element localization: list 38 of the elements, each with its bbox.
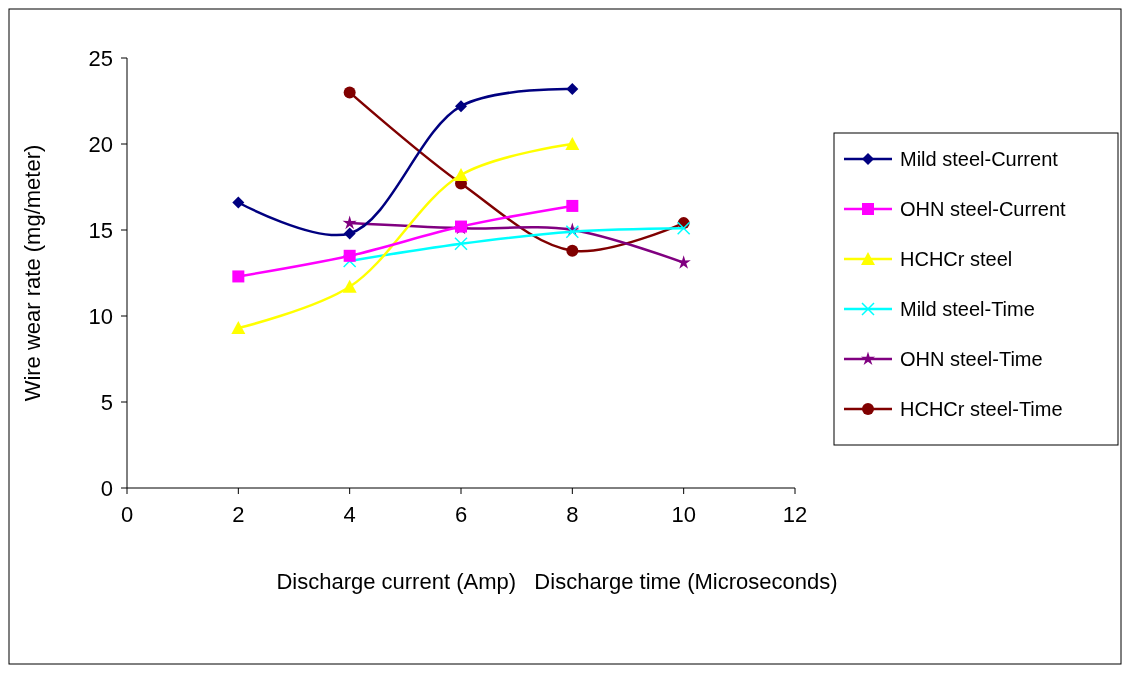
point — [231, 321, 246, 335]
point — [566, 244, 579, 257]
legend-label: Mild steel-Time — [900, 298, 1035, 320]
point — [566, 199, 579, 212]
y-tick-label: 20 — [88, 132, 113, 157]
point — [343, 86, 356, 99]
point — [566, 82, 579, 95]
y-tick-label: 0 — [100, 476, 113, 501]
point — [342, 215, 357, 230]
y-axis-title: Wire wear rate (mg/meter) — [20, 144, 45, 402]
point — [342, 279, 357, 293]
point — [455, 100, 467, 113]
x-tick-label: 0 — [120, 502, 134, 527]
point — [232, 270, 245, 283]
legend-label: OHN steel-Current — [900, 198, 1067, 220]
y-tick-label: 10 — [88, 304, 113, 329]
legend-label: HCHCr steel — [900, 248, 1013, 270]
point — [454, 237, 468, 251]
point — [343, 249, 356, 262]
y-tick-label: 25 — [88, 46, 113, 71]
x-tick-label: 2 — [232, 502, 245, 527]
y-tick-label: 5 — [100, 390, 113, 415]
x-tick-label: 10 — [671, 502, 696, 527]
x-tick-label: 6 — [454, 502, 468, 527]
x-tick-label: 12 — [782, 502, 808, 527]
legend-label: HCHCr steel-Time — [900, 398, 1063, 420]
point — [454, 167, 468, 181]
point — [565, 137, 580, 150]
point — [676, 221, 691, 236]
point — [342, 254, 357, 268]
point — [232, 196, 245, 209]
x-axis-title: Discharge current (Amp) Discharge time (Microseconds) — [276, 569, 838, 594]
x-tick-label: 4 — [343, 502, 356, 527]
x-tick-label: 8 — [566, 502, 579, 527]
y-tick-label: 15 — [88, 218, 113, 243]
point — [343, 227, 356, 240]
legend-label: OHN steel-Time — [900, 348, 1043, 370]
legend-label: Mild steel-Current — [900, 148, 1059, 170]
